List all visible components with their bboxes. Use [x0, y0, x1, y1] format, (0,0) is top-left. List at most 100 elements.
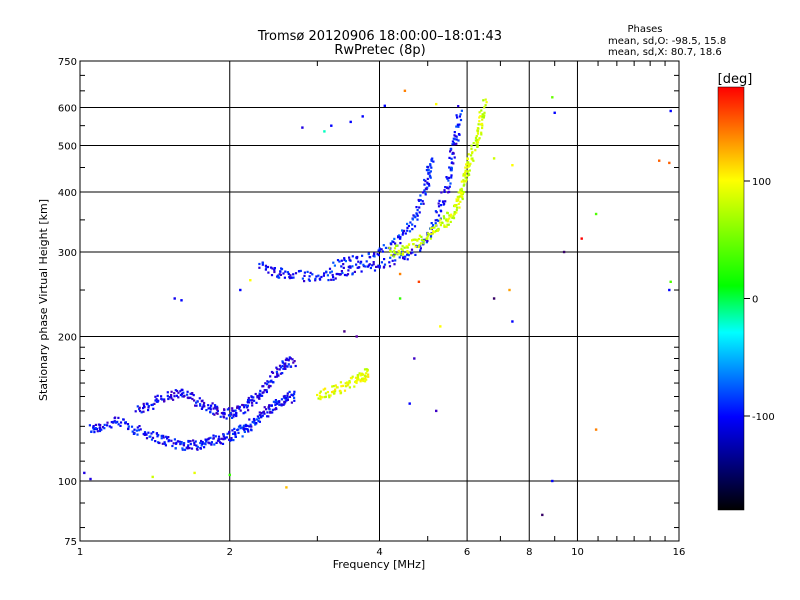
data-point-389 [201, 399, 204, 402]
data-point-815 [336, 259, 340, 262]
data-point-845 [376, 253, 379, 256]
data-point-462 [247, 409, 250, 412]
data-point-513 [269, 380, 272, 383]
data-point-510 [269, 375, 272, 378]
data-point-332 [156, 394, 159, 397]
data-point-575 [276, 274, 280, 277]
data-point-1126 [476, 130, 480, 133]
data-point-211 [246, 424, 249, 427]
data-point-583 [279, 273, 282, 276]
data-point-72 [154, 440, 157, 443]
data-point-388 [199, 403, 202, 406]
data-point-456 [242, 412, 245, 415]
data-point-1017 [446, 220, 449, 223]
data-point-59 [137, 429, 140, 432]
data-point-397 [203, 405, 206, 408]
y-tick-label-6: 600 [58, 104, 77, 115]
data-point-473 [250, 395, 253, 398]
data-point-601 [303, 280, 306, 283]
data-point-667 [376, 265, 380, 268]
data-point-242 [263, 412, 266, 415]
data-point-399 [209, 408, 212, 411]
data-point-674 [388, 265, 392, 268]
data-point-1066 [462, 179, 465, 182]
data-point-1159 [320, 396, 324, 399]
data-point-309 [139, 409, 142, 413]
x-axis-ticks: 1 2 4 6 8 10 16 [77, 547, 686, 558]
data-point-767 [450, 169, 453, 172]
data-point-174 [225, 436, 228, 439]
data-point-1176 [334, 388, 337, 391]
data-point-1173 [332, 392, 336, 395]
data-point-490 [258, 397, 261, 400]
data-point-697 [411, 251, 414, 254]
data-point-278 [282, 403, 285, 406]
data-point-73 [150, 438, 154, 441]
data-point-673 [383, 258, 386, 261]
data-point-71 [149, 435, 152, 438]
x-tick-label-2: 4 [376, 547, 382, 558]
data-point-458 [244, 404, 247, 407]
data-point-41 [119, 424, 122, 427]
data-point-907 [426, 186, 429, 189]
data-point-298 [292, 394, 295, 397]
data-point-973 [417, 237, 420, 241]
data-point-445 [234, 409, 237, 412]
data-point-945 [394, 244, 398, 247]
data-point-1075 [464, 176, 467, 179]
data-point-755 [444, 186, 447, 189]
data-point-1269 [508, 288, 511, 292]
data-point-861 [392, 240, 395, 244]
data-point-646 [351, 265, 354, 268]
data-point-1022 [451, 216, 454, 219]
data-point-171 [224, 437, 227, 440]
data-point-90 [167, 436, 170, 439]
data-point-1024 [448, 217, 451, 220]
data-point-623 [329, 271, 332, 274]
data-point-81 [160, 437, 163, 440]
data-point-903 [423, 189, 426, 192]
data-point-1049 [461, 197, 464, 201]
data-point-299 [288, 390, 291, 393]
data-point-562 [265, 266, 268, 269]
data-point-215 [250, 428, 253, 431]
data-point-1085 [466, 170, 469, 173]
data-point-82 [158, 441, 161, 445]
data-point-17 [97, 423, 100, 426]
data-point-26 [108, 425, 111, 428]
data-point-1052 [458, 195, 461, 198]
data-point-55 [136, 426, 139, 429]
data-point-671 [383, 265, 386, 268]
data-point-1096 [466, 157, 469, 161]
data-point-880 [413, 225, 417, 228]
data-point-887 [413, 215, 416, 218]
data-point-470 [253, 399, 256, 402]
data-point-988 [429, 227, 432, 230]
data-point-414 [215, 407, 218, 410]
data-point-1152 [318, 395, 321, 398]
data-point-372 [187, 396, 190, 400]
data-point-670 [380, 261, 383, 264]
data-point-665 [375, 265, 378, 268]
data-point-239 [259, 414, 262, 417]
data-point-273 [275, 400, 278, 403]
data-point-307 [134, 410, 137, 413]
data-point-1029 [450, 213, 453, 216]
data-point-890 [415, 206, 418, 209]
data-point-942 [396, 253, 399, 256]
data-point-928 [429, 170, 432, 173]
data-point-1251 [249, 279, 252, 282]
data-point-406 [212, 412, 215, 415]
data-point-1035 [453, 211, 456, 214]
data-point-378 [191, 397, 194, 401]
data-point-133 [200, 439, 203, 443]
data-point-200 [242, 427, 245, 430]
data-point-523 [278, 364, 282, 367]
data-point-477 [252, 396, 255, 399]
data-point-528 [281, 372, 284, 375]
data-point-1164 [324, 387, 327, 390]
data-point-117 [183, 448, 187, 451]
data-point-835 [361, 254, 364, 257]
data-point-955 [403, 246, 406, 249]
data-point-1061 [461, 192, 464, 195]
